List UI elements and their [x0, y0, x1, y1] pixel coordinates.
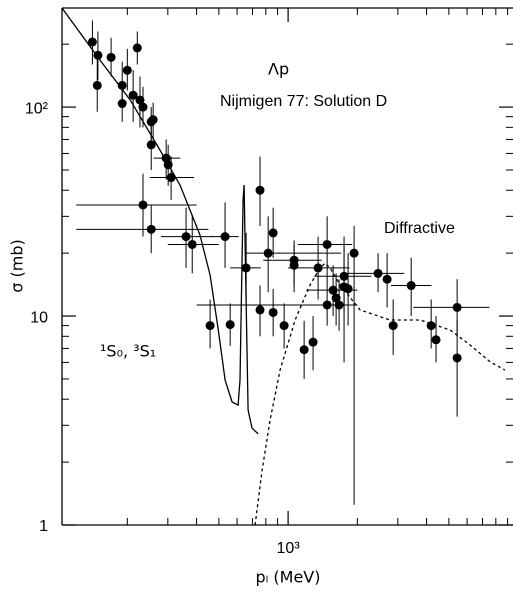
annotation: ¹S₀, ³S₁: [100, 342, 156, 361]
data-point: [263, 248, 273, 258]
data-point: [452, 302, 462, 312]
data-point: [146, 224, 156, 234]
data-point: [148, 115, 158, 125]
annotation: Nijmigen 77: Solution D: [220, 93, 387, 110]
data-point: [322, 300, 332, 310]
x-tick-label: 10³: [277, 540, 301, 557]
data-point: [331, 293, 341, 303]
data-point: [279, 321, 289, 331]
data-point: [268, 307, 278, 317]
data-point: [135, 95, 145, 105]
data-point: [187, 239, 197, 249]
data-point: [373, 268, 383, 278]
data-point: [299, 345, 309, 355]
data-point: [322, 239, 332, 249]
data-point: [138, 200, 148, 210]
data-point: [334, 300, 344, 310]
data-point: [220, 232, 230, 242]
y-tick-label: 1: [39, 518, 48, 535]
data-point: [241, 263, 251, 273]
curve-solid: [62, 8, 259, 435]
data-point: [255, 305, 265, 315]
y-axis-label: σ (mb): [8, 239, 27, 292]
data-point: [343, 284, 353, 294]
data-point: [146, 140, 156, 150]
y-tick-label: 10: [30, 309, 48, 326]
data-point: [181, 232, 191, 242]
data-point: [93, 50, 103, 60]
data-point: [122, 65, 132, 75]
data-point: [349, 248, 359, 258]
data-point: [388, 321, 398, 331]
annotation: Diffractive: [384, 220, 455, 237]
data-point: [328, 285, 338, 295]
data-point: [225, 320, 235, 330]
data-point: [431, 335, 441, 345]
curve-dashed: [254, 262, 506, 525]
data-point: [289, 260, 299, 270]
data-point: [166, 173, 176, 183]
data-point: [426, 321, 436, 331]
data-point: [452, 353, 462, 363]
data-point: [163, 160, 173, 170]
data-point: [138, 102, 148, 112]
data-point: [92, 80, 102, 90]
data-point: [117, 99, 127, 109]
plot-area: [62, 8, 506, 525]
data-point: [313, 263, 323, 273]
data-point: [132, 43, 142, 53]
data-point: [106, 52, 116, 62]
data-point: [406, 281, 416, 291]
data-point: [255, 185, 265, 195]
data-point: [128, 90, 138, 100]
annotation: Λp: [268, 60, 289, 79]
data-point: [382, 274, 392, 284]
data-point: [87, 37, 97, 47]
data-point: [268, 228, 278, 238]
data-point: [308, 337, 318, 347]
y-tick-label: 10²: [25, 100, 49, 117]
x-axis-label: pₗ (MeV): [256, 568, 321, 587]
data-point: [205, 321, 215, 331]
